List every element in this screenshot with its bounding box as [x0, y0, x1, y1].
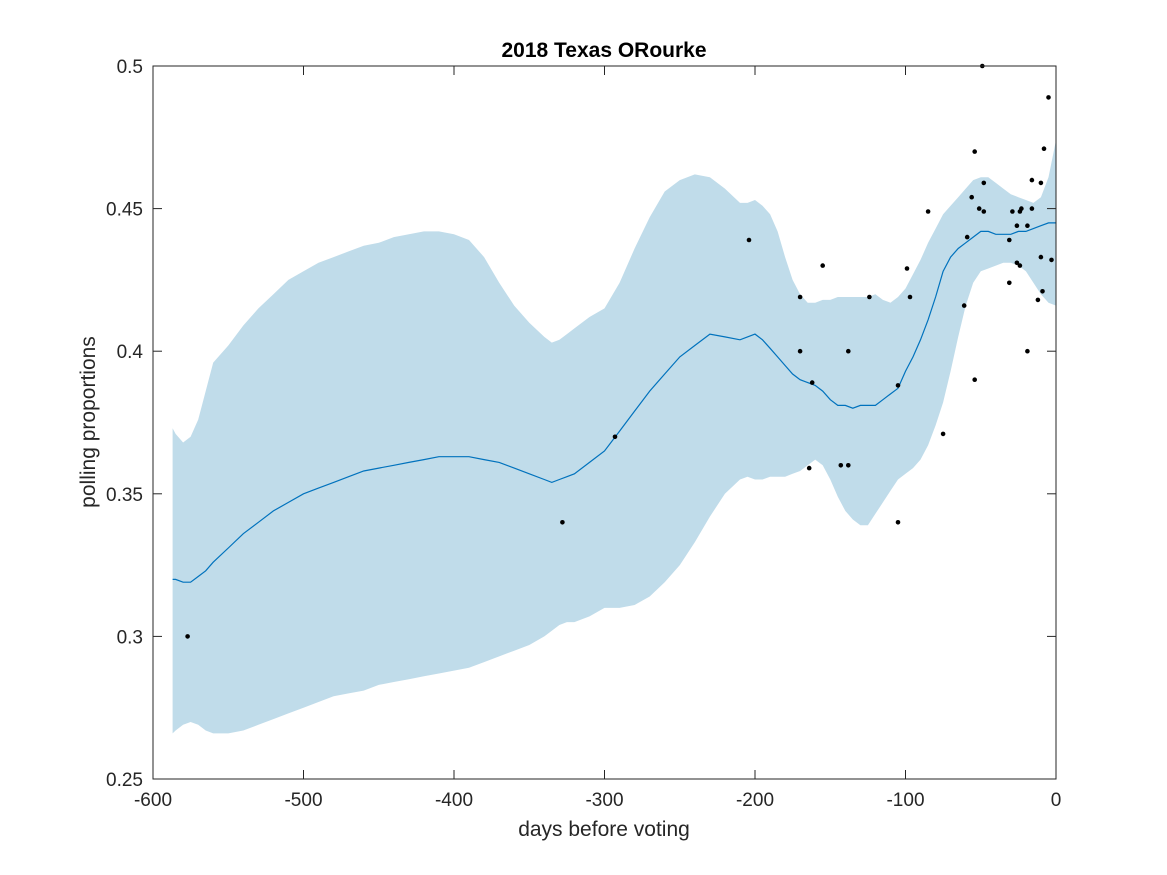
x-tick-label: -400: [435, 790, 473, 811]
poll-point: [1029, 177, 1035, 183]
x-tick-label: 0: [1051, 790, 1062, 811]
poll-point: [1035, 297, 1041, 303]
poll-point: [925, 209, 931, 214]
poll-point: [1046, 95, 1051, 100]
poll-point: [838, 463, 844, 468]
y-tick-label: 0.3: [117, 627, 143, 648]
poll-point: [185, 634, 190, 639]
poll-point: [961, 303, 967, 308]
x-tick-label: -600: [134, 790, 172, 811]
poll-point: [1041, 146, 1047, 151]
poll-point: [846, 348, 851, 354]
x-tick-label: -100: [886, 790, 924, 811]
y-tick-label: 0.4: [117, 342, 144, 363]
poll-point: [981, 180, 987, 186]
poll-point: [1025, 223, 1030, 228]
poll-point: [867, 294, 872, 300]
poll-point: [969, 194, 974, 200]
poll-point: [797, 348, 803, 354]
poll-point: [809, 380, 815, 385]
poll-point: [1017, 263, 1023, 268]
y-tick-label: 0.25: [106, 770, 143, 791]
poll-point: [1014, 223, 1020, 228]
poll-point: [904, 266, 910, 271]
poll-point: [1019, 206, 1024, 211]
poll-point: [1014, 260, 1020, 266]
poll-point: [846, 463, 851, 468]
poll-point: [612, 434, 618, 440]
poll-point: [1038, 180, 1044, 186]
x-tick-label: -300: [585, 790, 623, 811]
poll-point: [964, 234, 970, 240]
y-tick-label: 0.45: [106, 200, 143, 221]
poll-point: [895, 383, 901, 388]
poll-point: [797, 294, 803, 300]
poll-point: [820, 263, 825, 268]
poll-point: [1007, 237, 1012, 243]
poll-point: [560, 520, 565, 525]
x-tick-label: -200: [736, 790, 774, 811]
trend-line: [172, 222, 1056, 583]
chart-title: 2018 Texas ORourke: [501, 39, 706, 62]
poll-point: [746, 237, 752, 243]
poll-point: [1038, 254, 1044, 260]
poll-point: [981, 209, 987, 214]
poll-point: [976, 206, 982, 211]
poll-point: [1007, 280, 1012, 286]
poll-point: [972, 377, 977, 383]
poll-point: [972, 149, 977, 154]
poll-point: [1049, 257, 1054, 263]
poll-point: [1040, 289, 1045, 294]
poll-point: [806, 465, 812, 471]
poll-point: [907, 294, 913, 300]
y-tick-label: 0.35: [106, 485, 143, 506]
plot-layer: [172, 63, 1057, 734]
poll-point: [895, 520, 901, 525]
poll-point: [1029, 206, 1035, 211]
y-tick-label: 0.5: [117, 57, 143, 78]
x-tick-label: -500: [284, 790, 322, 811]
poll-point: [1025, 348, 1030, 354]
y-axis-label: polling proportions: [77, 336, 100, 508]
poll-point: [1010, 209, 1015, 214]
axes-layer: -600 -500 -400 -300 -200 -100 0 0.25 0.3 0.35 0.4 0…: [106, 57, 1061, 811]
x-axis-label: days before voting: [518, 818, 690, 841]
poll-point: [940, 431, 946, 437]
